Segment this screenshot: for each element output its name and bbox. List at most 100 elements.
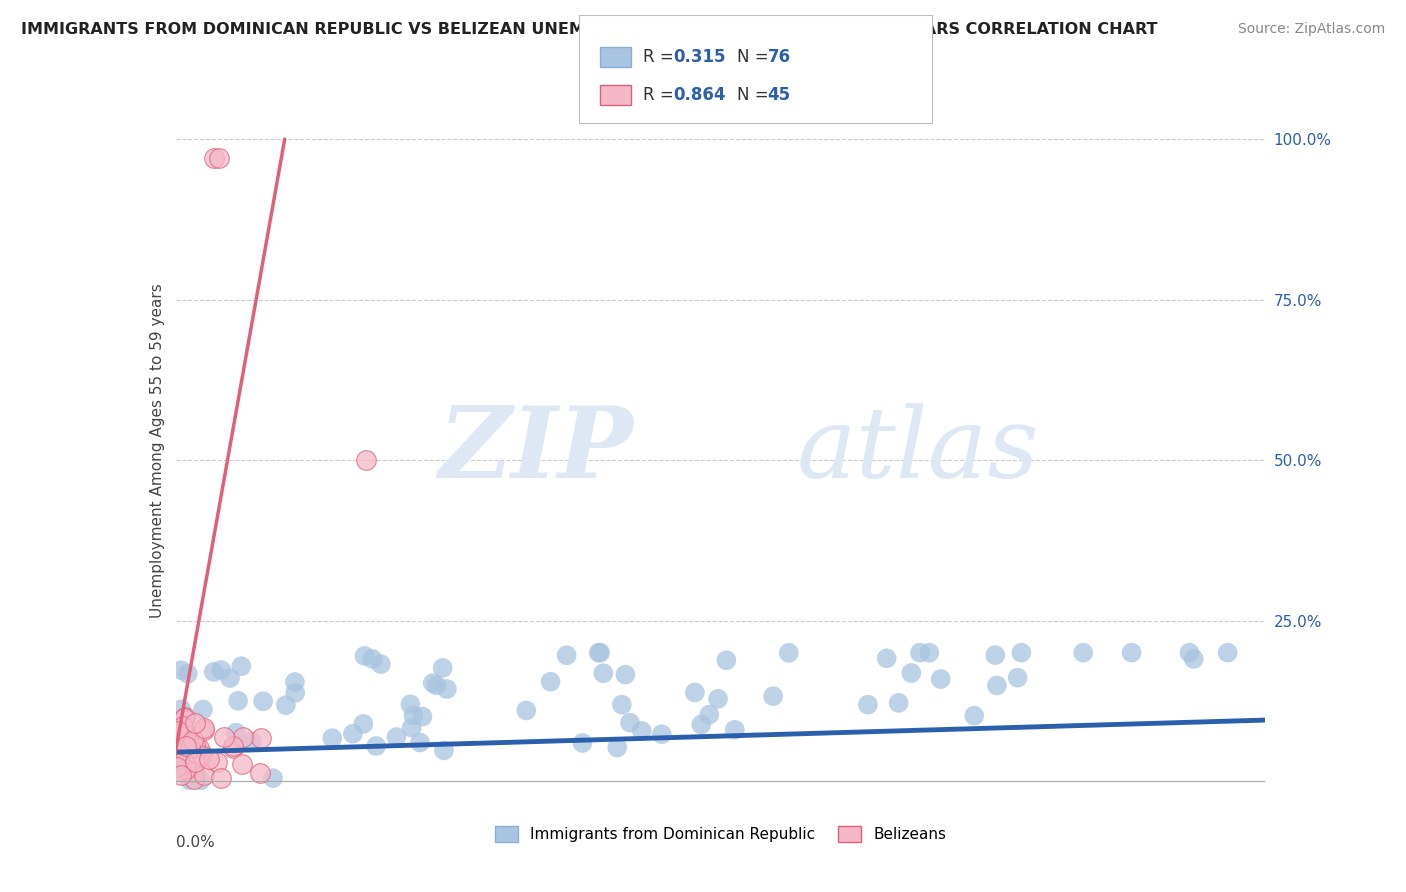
Point	[370, 657, 392, 672]
Point	[1071, 646, 1094, 660]
Point	[361, 652, 384, 666]
Point	[231, 659, 253, 673]
Point	[167, 724, 190, 739]
Point	[172, 714, 194, 728]
Point	[190, 773, 212, 788]
Point	[183, 756, 205, 770]
Point	[426, 678, 449, 692]
Legend: Immigrants from Dominican Republic, Belizeans: Immigrants from Dominican Republic, Beli…	[489, 820, 952, 848]
Point	[707, 691, 730, 706]
Point	[170, 663, 193, 677]
Point	[592, 666, 614, 681]
Point	[167, 752, 190, 766]
Y-axis label: Unemployment Among Ages 55 to 59 years: Unemployment Among Ages 55 to 59 years	[149, 283, 165, 618]
Point	[856, 698, 879, 712]
Text: 76: 76	[768, 48, 790, 66]
Point	[571, 736, 593, 750]
Point	[284, 675, 307, 690]
Point	[181, 734, 204, 748]
Text: ZIP: ZIP	[439, 402, 633, 499]
Point	[250, 731, 273, 745]
Point	[181, 732, 204, 747]
Point	[436, 681, 458, 696]
Point	[433, 743, 456, 757]
Text: R =: R =	[643, 48, 679, 66]
Text: atlas: atlas	[797, 403, 1039, 498]
Point	[515, 703, 537, 717]
Point	[202, 665, 225, 679]
Point	[183, 764, 205, 779]
Point	[432, 661, 454, 675]
Point	[193, 723, 215, 738]
Point	[762, 689, 785, 703]
Point	[173, 723, 195, 738]
Point	[690, 717, 713, 731]
Point	[187, 741, 209, 756]
Point	[1010, 646, 1032, 660]
Point	[353, 648, 375, 663]
Text: R =: R =	[643, 86, 679, 103]
Point	[174, 763, 197, 777]
Point	[170, 758, 193, 772]
Point	[205, 755, 228, 769]
Point	[179, 770, 201, 784]
Point	[716, 653, 738, 667]
Point	[929, 672, 952, 686]
Point	[209, 663, 232, 677]
Point	[321, 731, 343, 745]
Text: 0.864: 0.864	[673, 86, 725, 103]
Point	[1182, 652, 1205, 666]
Point	[172, 719, 194, 733]
Point	[240, 734, 263, 748]
Point	[588, 646, 610, 660]
Point	[342, 727, 364, 741]
Point	[177, 666, 200, 681]
Point	[619, 715, 641, 730]
Point	[589, 646, 612, 660]
Point	[191, 747, 214, 761]
Text: Source: ZipAtlas.com: Source: ZipAtlas.com	[1237, 22, 1385, 37]
Point	[167, 756, 190, 770]
Point	[231, 757, 253, 772]
Point	[385, 730, 408, 744]
Point	[193, 767, 215, 781]
Point	[1178, 646, 1201, 660]
Point	[209, 772, 232, 786]
Point	[1216, 646, 1239, 660]
Point	[208, 152, 231, 166]
Point	[984, 648, 1007, 662]
Point	[179, 773, 201, 788]
Point	[221, 739, 243, 753]
Point	[274, 698, 297, 713]
Point	[170, 768, 193, 782]
Text: 0.0%: 0.0%	[176, 835, 215, 850]
Text: 0.315: 0.315	[673, 48, 725, 66]
Point	[174, 728, 197, 742]
Point	[170, 702, 193, 716]
Point	[166, 764, 188, 779]
Point	[176, 739, 198, 753]
Point	[778, 646, 800, 660]
Point	[366, 739, 388, 753]
Point	[222, 740, 245, 755]
Point	[226, 694, 249, 708]
Text: N =: N =	[737, 48, 773, 66]
Point	[724, 723, 747, 737]
Point	[219, 671, 242, 685]
Point	[191, 702, 214, 716]
Point	[401, 721, 423, 735]
Point	[173, 710, 195, 724]
Point	[173, 711, 195, 725]
Point	[1007, 671, 1029, 685]
Point	[232, 730, 254, 744]
Point	[986, 678, 1008, 692]
Point	[179, 741, 201, 756]
Point	[651, 727, 673, 741]
Text: N =: N =	[737, 86, 773, 103]
Point	[202, 152, 225, 166]
Point	[249, 765, 271, 780]
Point	[900, 666, 922, 681]
Point	[399, 698, 422, 712]
Point	[225, 725, 247, 739]
Point	[184, 716, 207, 731]
